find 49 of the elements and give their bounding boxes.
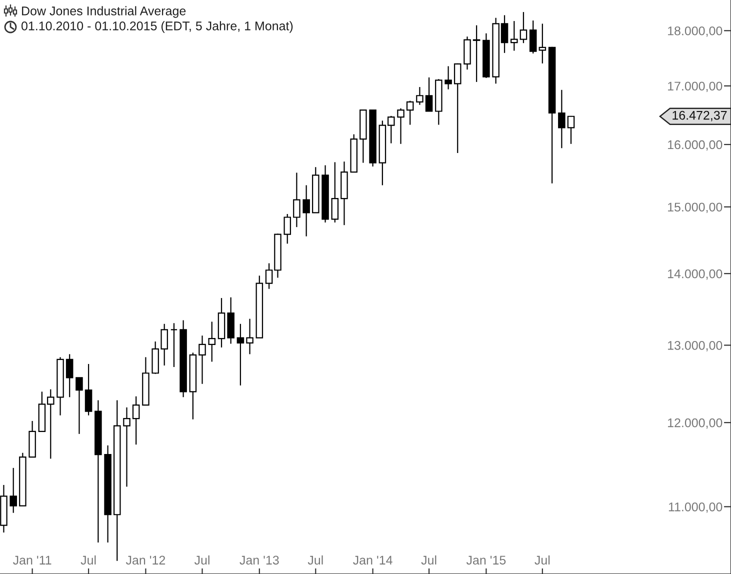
text: 01.10.2010 - 01.10.2015 (EDT, 5 Jahre, 1 Monat) [21, 21, 293, 33]
y-tick-label: 15.000,00 [668, 202, 722, 214]
y-tick-label: 12.000,00 [668, 418, 722, 429]
candlestick [10, 467, 17, 514]
y-tick-label: 11.000,00 [668, 502, 722, 513]
x-tick-label: Jul [421, 555, 436, 565]
candlestick [406, 100, 414, 126]
y-tick-label: 16.000,00 [668, 140, 722, 151]
candlestick [132, 396, 140, 446]
x-tick-label: Jan '13 [240, 556, 279, 565]
candlestick [66, 354, 74, 398]
candlestick [246, 318, 254, 355]
x-tick-label: Jan '15 [466, 556, 506, 565]
candlestick [567, 115, 575, 144]
candlestick [293, 172, 300, 228]
candlestick [284, 213, 292, 244]
annotation: 16.472,37 [672, 110, 727, 122]
candlestick [416, 86, 424, 106]
candlestick [84, 363, 92, 416]
y-tick-label: 13.000,00 [668, 341, 722, 352]
x-tick-label: Jul [534, 555, 550, 565]
candlestick [236, 323, 244, 386]
candlestick [472, 24, 480, 82]
candlestick [123, 406, 130, 488]
x-tick-label: Jul [80, 555, 96, 565]
candlestick [454, 62, 462, 154]
candlestick [520, 11, 528, 44]
candlestick [331, 162, 339, 224]
candlestick [170, 322, 178, 368]
candlestick [76, 377, 83, 434]
x-tick-label: Jul [194, 555, 210, 565]
candlestick [397, 108, 404, 144]
candlestick [444, 66, 452, 90]
x-tick-label: Jul [308, 555, 323, 565]
candlestick [425, 76, 433, 112]
candlestick [198, 335, 206, 384]
candlestick [208, 321, 216, 362]
y-tick-label: 17.000,00 [668, 82, 722, 92]
candlestick [302, 184, 310, 237]
x-tick-label: Jan '11 [13, 556, 52, 565]
x-tick-label: Jan '14 [353, 556, 392, 565]
candlestick [558, 89, 566, 149]
y-tick-label: 14.000,00 [668, 269, 722, 280]
y-tick-label: 18.000,00 [668, 26, 722, 37]
chart-title: Dow Jones Industrial Average [22, 6, 186, 18]
candlestick [538, 23, 546, 64]
candlestick [529, 20, 537, 54]
candlestick [510, 20, 518, 52]
x-tick-label: Jan '12 [126, 556, 166, 565]
